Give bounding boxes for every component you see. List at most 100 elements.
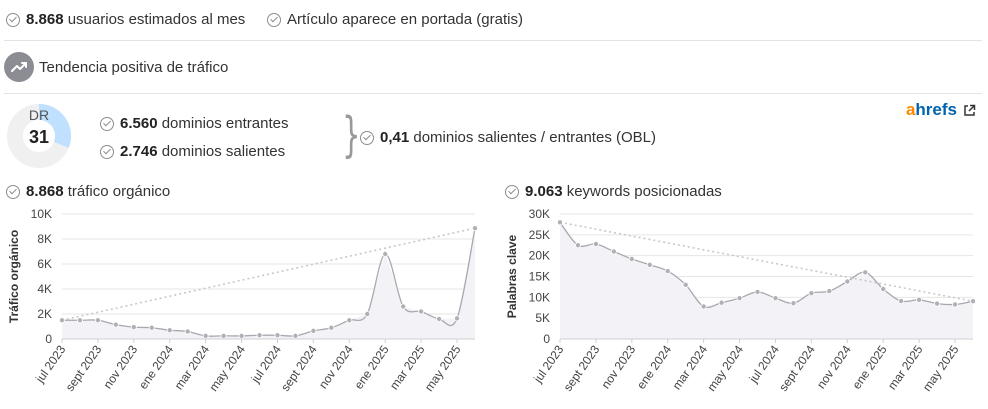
frontpage-stat: Artículo aparece en portada (gratis) — [267, 11, 523, 28]
trendline — [61, 227, 476, 322]
data-point[interactable] — [310, 327, 317, 334]
y-tick-label: 15K — [529, 270, 550, 284]
x-tick-label: jul 2024 — [248, 342, 284, 386]
data-point[interactable] — [59, 317, 66, 324]
trend-label: Tendencia positiva de tráfico — [39, 58, 229, 76]
data-point[interactable] — [844, 278, 851, 285]
data-point[interactable] — [574, 242, 581, 249]
x-tick-label: jul 2024 — [746, 342, 782, 386]
brace-divider: } — [342, 107, 361, 163]
data-point[interactable] — [934, 300, 941, 307]
data-point[interactable] — [700, 303, 707, 310]
data-point[interactable] — [880, 286, 887, 293]
data-point[interactable] — [471, 225, 478, 232]
data-point[interactable] — [400, 303, 407, 310]
data-point[interactable] — [130, 324, 137, 331]
trend-stat: Tendencia positiva de tráfico — [4, 52, 228, 82]
data-point[interactable] — [238, 332, 245, 339]
data-point[interactable] — [76, 317, 83, 324]
data-point[interactable] — [220, 332, 227, 339]
dr-label: DR — [28, 107, 50, 123]
data-point[interactable] — [862, 269, 869, 276]
organic-heading: 8.868 tráfico orgánico — [6, 183, 170, 200]
data-point[interactable] — [382, 251, 389, 258]
data-point[interactable] — [166, 327, 173, 334]
y-tick-label: 8K — [37, 232, 52, 246]
y-axis-label: Palabras clave — [505, 234, 519, 318]
data-point[interactable] — [952, 301, 959, 308]
data-point[interactable] — [202, 332, 209, 339]
data-point[interactable] — [610, 248, 617, 255]
x-tick-label: nov 2023 — [100, 342, 140, 391]
data-point[interactable] — [557, 219, 564, 226]
trending-up-icon — [4, 52, 34, 82]
data-point[interactable] — [148, 324, 155, 331]
y-tick-label: 0 — [543, 332, 550, 346]
data-point[interactable] — [664, 268, 671, 275]
y-tick-label: 6K — [37, 257, 52, 271]
y-tick-label: 10K — [31, 207, 52, 221]
data-point[interactable] — [256, 332, 263, 339]
data-point[interactable] — [898, 298, 905, 305]
data-point[interactable] — [436, 316, 443, 323]
x-tick-label: sept 2023 — [561, 342, 603, 393]
data-point[interactable] — [328, 324, 335, 331]
incoming-domains: 6.560 dominios entrantes — [100, 115, 288, 132]
check-circle-icon — [100, 144, 114, 159]
divider — [4, 93, 982, 94]
data-point[interactable] — [628, 256, 635, 263]
data-point[interactable] — [718, 299, 725, 306]
data-point[interactable] — [346, 317, 353, 324]
y-tick-label: 0 — [45, 332, 52, 346]
data-point[interactable] — [184, 328, 191, 335]
organic-value: 8.868 — [26, 183, 64, 200]
keywords-value: 9.063 — [525, 183, 563, 200]
data-point[interactable] — [94, 317, 101, 324]
users-value: 8.868 — [26, 11, 64, 28]
data-point[interactable] — [592, 241, 599, 248]
check-circle-icon — [505, 184, 519, 199]
check-circle-icon — [6, 184, 20, 199]
data-point[interactable] — [736, 295, 743, 302]
check-circle-icon — [360, 130, 374, 145]
users-stat: 8.868 usuarios estimados al mes — [6, 11, 245, 28]
data-point[interactable] — [916, 296, 923, 303]
y-tick-label: 4K — [37, 282, 52, 296]
data-point[interactable] — [682, 281, 689, 288]
x-tick-label: jul 2023 — [530, 342, 566, 386]
x-tick-label: may 2025 — [422, 342, 464, 393]
y-tick-label: 10K — [529, 290, 550, 304]
area-fill — [62, 228, 475, 339]
incoming-value: 6.560 — [120, 115, 158, 132]
outgoing-domains: 2.746 dominios salientes — [100, 143, 285, 160]
data-point[interactable] — [292, 332, 299, 339]
data-point[interactable] — [754, 288, 761, 295]
keywords-chart: 0 5K 10K 15K 20K 25K 30K Palabras clave jul 2023… — [505, 207, 976, 394]
data-point[interactable] — [112, 321, 119, 328]
data-point[interactable] — [969, 298, 976, 305]
outgoing-value: 2.746 — [120, 143, 158, 160]
x-tick-label: sept 2024 — [278, 342, 320, 393]
data-point[interactable] — [790, 300, 797, 307]
data-point[interactable] — [364, 311, 371, 318]
data-point[interactable] — [646, 261, 653, 268]
incoming-label: dominios entrantes — [157, 115, 289, 132]
data-point[interactable] — [772, 295, 779, 302]
organic-label: tráfico orgánico — [63, 183, 171, 200]
external-link-icon[interactable] — [963, 104, 976, 117]
data-point[interactable] — [418, 308, 425, 315]
data-point[interactable] — [826, 288, 833, 295]
data-point[interactable] — [454, 315, 461, 322]
check-circle-icon — [267, 12, 281, 27]
x-tick-label: may 2024 — [704, 342, 746, 393]
x-tick-label: sept 2024 — [776, 342, 818, 393]
check-circle-icon — [100, 116, 114, 131]
area-fill — [560, 222, 973, 339]
keywords-heading: 9.063 keywords posicionadas — [505, 183, 722, 200]
keywords-label: keywords posicionadas — [562, 183, 722, 200]
data-point[interactable] — [808, 290, 815, 297]
data-point[interactable] — [274, 332, 281, 339]
ahrefs-link[interactable]: a hrefs — [906, 100, 976, 120]
dr-gauge: DR 31 — [6, 103, 72, 169]
